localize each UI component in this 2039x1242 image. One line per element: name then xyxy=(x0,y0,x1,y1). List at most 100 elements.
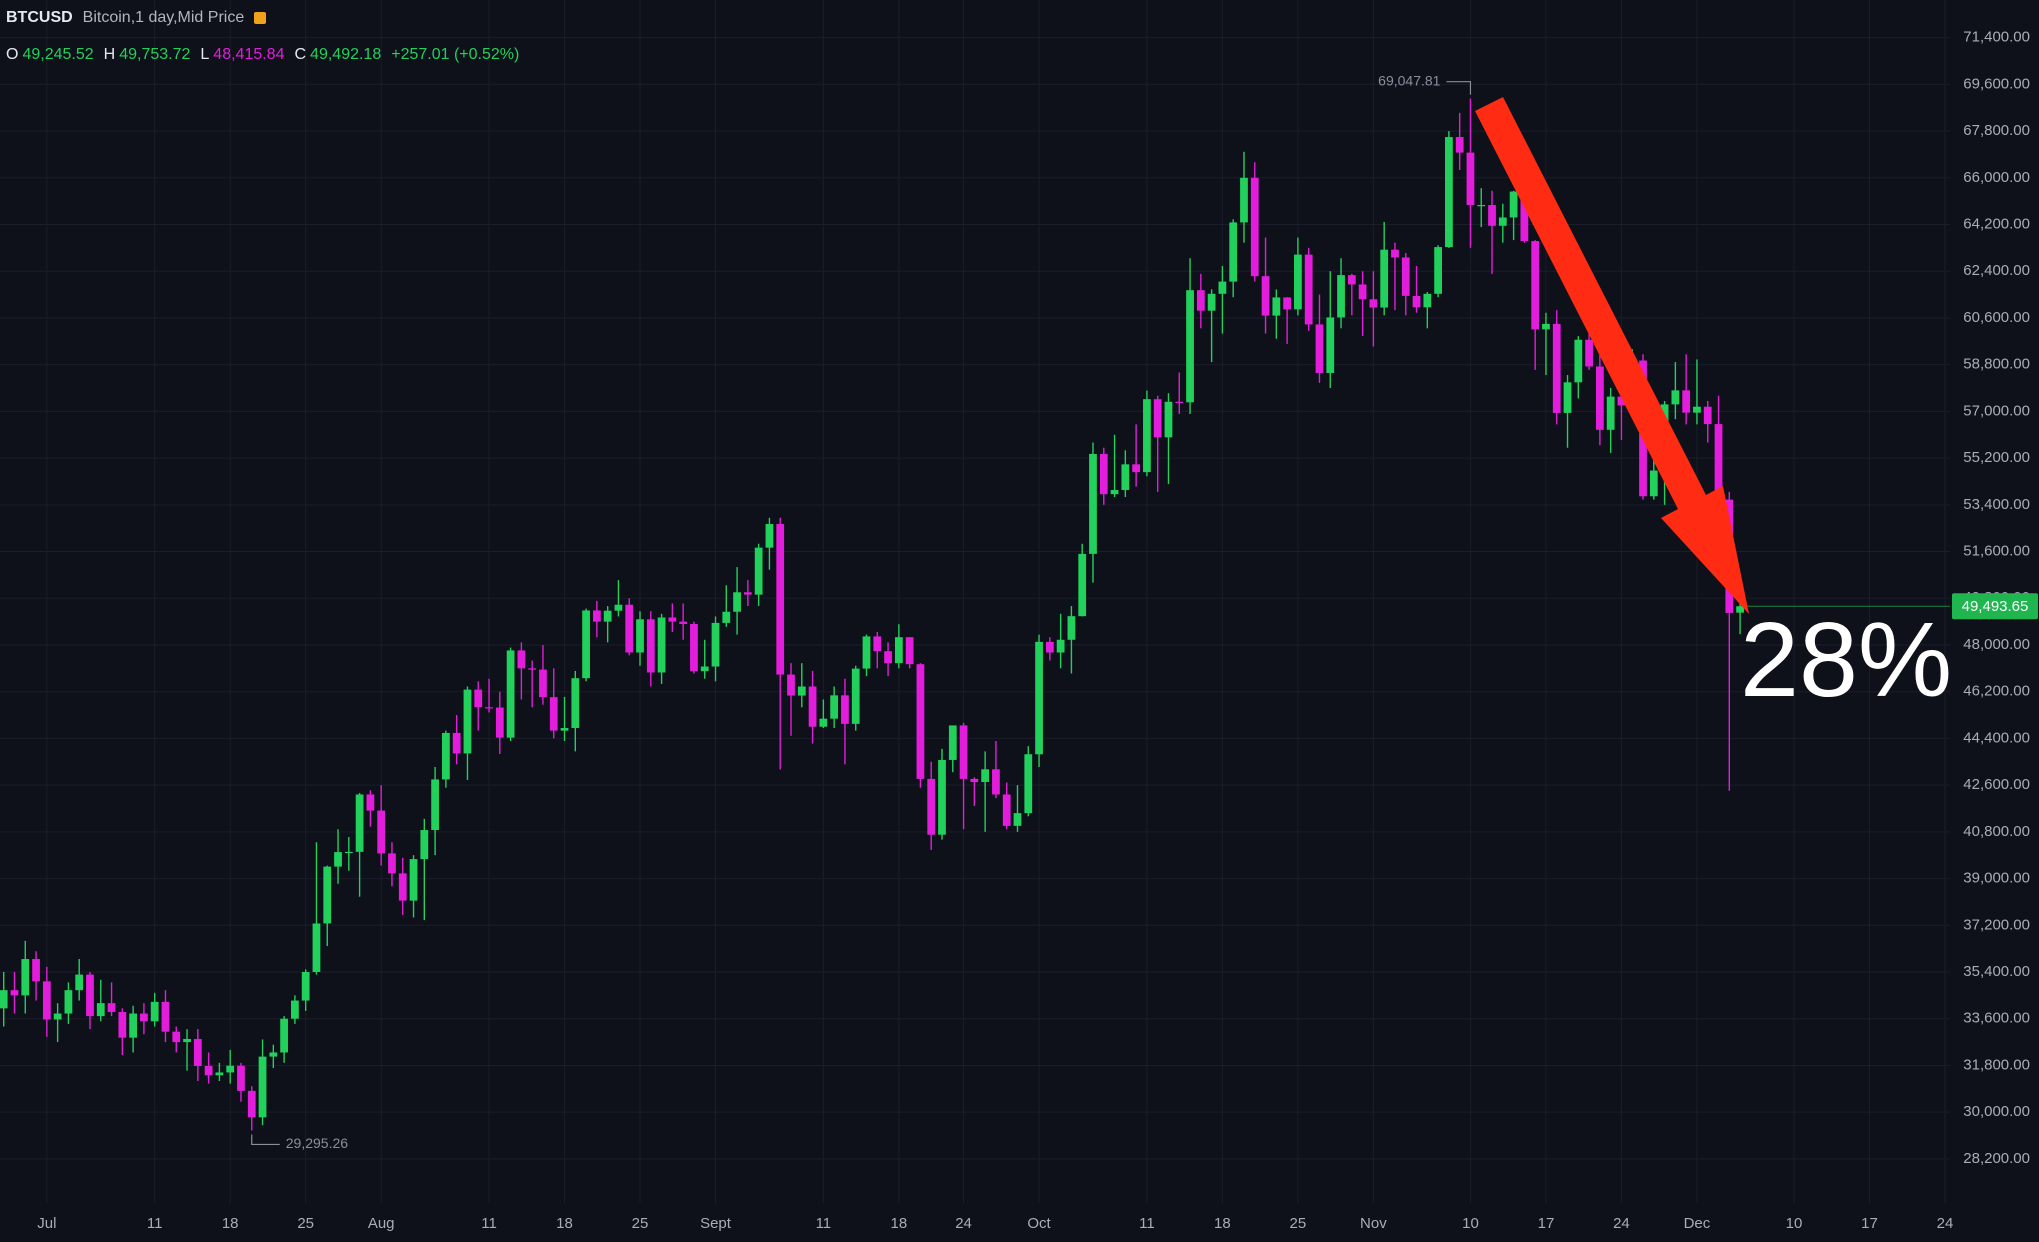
candle-body xyxy=(560,728,569,731)
candle-body xyxy=(679,621,688,624)
x-tick-label: 24 xyxy=(1613,1215,1630,1232)
candle-body xyxy=(636,619,644,653)
candle-body xyxy=(21,959,30,996)
candle-body xyxy=(1304,254,1313,325)
candle-body xyxy=(603,610,612,622)
candle-body xyxy=(1002,794,1011,826)
candle-body xyxy=(549,697,558,731)
candle-body xyxy=(1358,284,1367,300)
icon[interactable] xyxy=(254,12,267,24)
candle-body xyxy=(1434,247,1442,294)
candle-body xyxy=(1294,254,1302,310)
candle-body xyxy=(959,725,968,779)
arrow xyxy=(1475,97,1749,614)
candle-body xyxy=(1585,339,1593,367)
ohlc-value: 49,245.52 xyxy=(22,46,94,63)
candle-body xyxy=(1337,275,1345,318)
candle-body xyxy=(1045,641,1054,653)
candle-body xyxy=(1488,205,1496,226)
y-tick-label: 66,000.00 xyxy=(1963,169,2030,186)
candle-body xyxy=(129,1013,138,1038)
candle-body xyxy=(1110,490,1119,495)
candle-body xyxy=(1542,323,1550,330)
y-tick-label: 44,400.00 xyxy=(1963,729,2030,746)
candle-body xyxy=(1369,299,1378,308)
candle-body xyxy=(690,623,698,672)
grid xyxy=(0,0,1950,1203)
candle-body xyxy=(625,604,634,653)
candle-body xyxy=(528,668,537,670)
ohlc-low: L 48,415.84 xyxy=(200,46,284,64)
candle-body xyxy=(711,622,720,667)
y-tick-label: 35,400.00 xyxy=(1963,963,2030,980)
candle-body xyxy=(1671,390,1680,405)
candle-body xyxy=(765,524,774,548)
candle-body xyxy=(312,923,321,973)
axes: 28,200.00 30,000.00 31,800.00 33,600.00 35,4… xyxy=(37,29,2038,1232)
candle-body xyxy=(927,778,936,835)
x-tick-label: Oct xyxy=(1027,1215,1051,1232)
candle-body xyxy=(42,981,51,1020)
x-tick-label: 10 xyxy=(1786,1215,1803,1232)
y-tick-label: 64,200.00 xyxy=(1963,215,2030,232)
price-tag xyxy=(1952,593,2038,620)
candle-body xyxy=(1283,297,1291,310)
candle-body xyxy=(398,873,407,901)
y-tick-label: 40,800.00 xyxy=(1963,823,2030,840)
candle-body xyxy=(1423,293,1432,308)
candle-body xyxy=(1617,396,1626,406)
candle-body xyxy=(1693,406,1701,413)
y-tick-label: 55,200.00 xyxy=(1963,449,2030,466)
candle-body xyxy=(53,1013,62,1020)
candle-body xyxy=(614,604,623,611)
change: +257.01 (+0.52%) xyxy=(391,46,520,63)
candle-body xyxy=(992,769,1000,795)
high-connector xyxy=(1446,81,1472,95)
candle-body xyxy=(1229,222,1238,282)
y-tick-label: 69,600.00 xyxy=(1963,75,2030,92)
high-annotation: 69,047.81 xyxy=(1378,72,1440,88)
candle-body xyxy=(118,1011,127,1038)
x-tick-label: Nov xyxy=(1360,1215,1387,1232)
y-tick-label: 62,400.00 xyxy=(1963,262,2030,279)
x-tick-label: 24 xyxy=(1937,1215,1954,1232)
ohlc-close: C 49,492.18 xyxy=(294,46,381,64)
candle-body xyxy=(1682,390,1691,413)
candle-body xyxy=(75,974,84,991)
candle-body xyxy=(344,851,353,854)
candle-body xyxy=(1056,639,1065,653)
y-tick-label: 53,400.00 xyxy=(1963,496,2030,513)
x-tick-label: 17 xyxy=(1861,1215,1878,1232)
x-tick-label: 11 xyxy=(816,1215,832,1232)
candle-body xyxy=(193,1038,202,1066)
y-tick-label: 42,600.00 xyxy=(1963,776,2030,793)
low-connector xyxy=(251,1134,280,1146)
candle-body xyxy=(204,1065,213,1076)
candle-body xyxy=(884,651,892,664)
candle-body xyxy=(517,650,526,669)
candle-body xyxy=(916,664,925,779)
candle-body xyxy=(1520,191,1529,242)
candle-body xyxy=(970,778,979,783)
candle-body xyxy=(1649,470,1658,497)
x-tick-label: Aug xyxy=(368,1215,395,1232)
candle-body xyxy=(355,794,364,852)
candle-body xyxy=(1272,297,1281,316)
candle-body xyxy=(161,1001,170,1032)
candle-body xyxy=(851,668,860,724)
candle-body xyxy=(1078,553,1087,617)
candle-body xyxy=(96,1003,105,1017)
candle-body xyxy=(1595,366,1604,430)
candle-body xyxy=(787,674,795,696)
ohlc-value: 48,415.84 xyxy=(213,46,285,63)
y-tick-label: 48,000.00 xyxy=(1963,636,2030,653)
candle-body xyxy=(431,779,439,831)
description: Bitcoin,1 day,Mid Price xyxy=(82,9,245,26)
candle-body xyxy=(1240,177,1248,223)
candle-body xyxy=(388,853,396,874)
candle-body xyxy=(506,650,515,738)
candle-body xyxy=(700,666,709,672)
candle-body xyxy=(797,686,806,696)
candle-body xyxy=(862,636,871,669)
